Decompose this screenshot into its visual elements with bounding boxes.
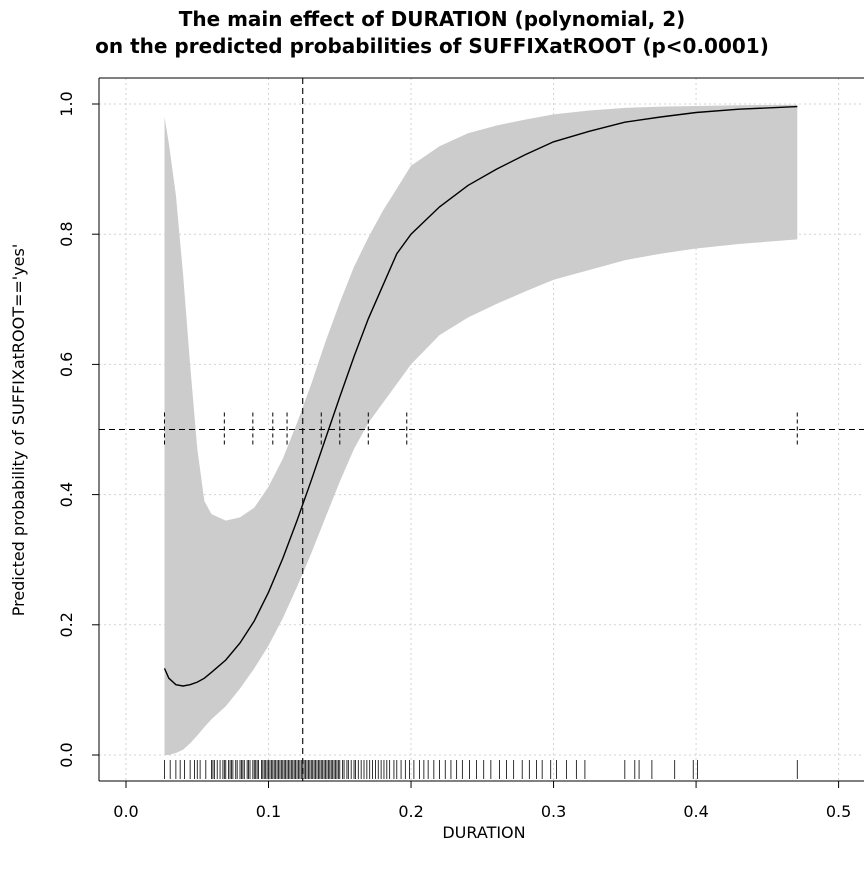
chart-title-line2: on the predicted probabilities of SUFFIX… — [95, 34, 769, 58]
y-tick-label: 1.0 — [57, 91, 76, 116]
effect-line — [163, 105, 798, 687]
y-tick-label: 0.8 — [57, 221, 76, 246]
x-tick-label: 0.0 — [113, 802, 138, 821]
y-tick-label: 0.4 — [57, 482, 76, 507]
x-tick-label: 0.4 — [683, 802, 708, 821]
x-tick-label: 0.2 — [398, 802, 423, 821]
confidence-band-layer — [164, 104, 798, 755]
confidence-band — [164, 104, 798, 755]
x-tick-label: 0.1 — [256, 802, 281, 821]
x-axis-label: DURATION — [442, 823, 525, 842]
axes-layer: 0.0 0.1 0.2 0.3 0.4 0.5 0.0 0.2 0.4 0.6 0.8 1.0 — [57, 77, 864, 821]
x-tick-label: 0.3 — [541, 802, 566, 821]
chart-title-line1: The main effect of DURATION (polynomial,… — [179, 7, 686, 31]
y-tick-label: 0.0 — [57, 742, 76, 767]
effect-line-layer — [163, 105, 798, 687]
rug-layer — [164, 760, 798, 779]
x-tick-label: 0.5 — [826, 802, 851, 821]
y-axis-label: Predicted probability of SUFFIXatROOT=='… — [9, 244, 28, 617]
y-tick-label: 0.6 — [57, 352, 76, 377]
reference-lines-layer — [99, 78, 864, 781]
y-tick-label: 0.2 — [57, 612, 76, 637]
